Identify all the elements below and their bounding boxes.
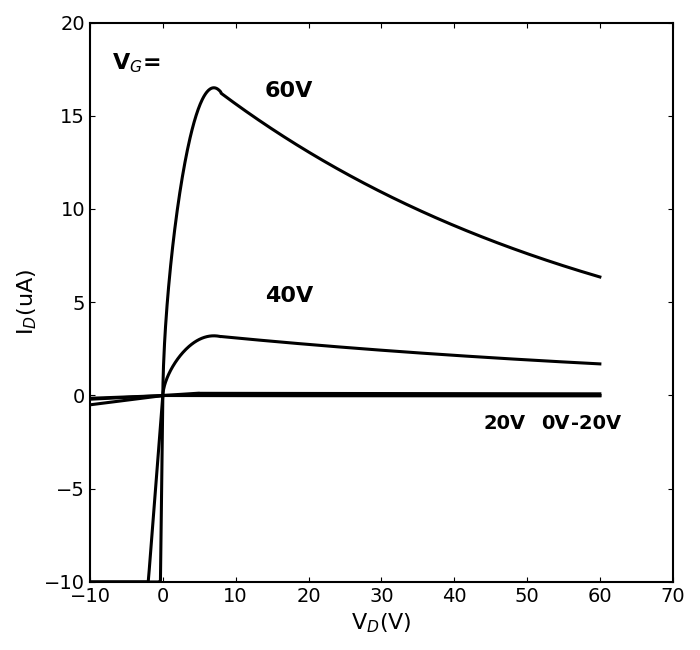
Text: 0V: 0V [542, 414, 570, 433]
Text: 40V: 40V [265, 286, 313, 306]
Text: 20V: 20V [483, 414, 526, 433]
Text: 60V: 60V [265, 81, 313, 101]
Text: -20V: -20V [570, 414, 621, 433]
Y-axis label: I$_D$(uA): I$_D$(uA) [15, 269, 38, 335]
Text: V$_G$=: V$_G$= [112, 51, 160, 75]
X-axis label: V$_D$(V): V$_D$(V) [351, 612, 412, 635]
